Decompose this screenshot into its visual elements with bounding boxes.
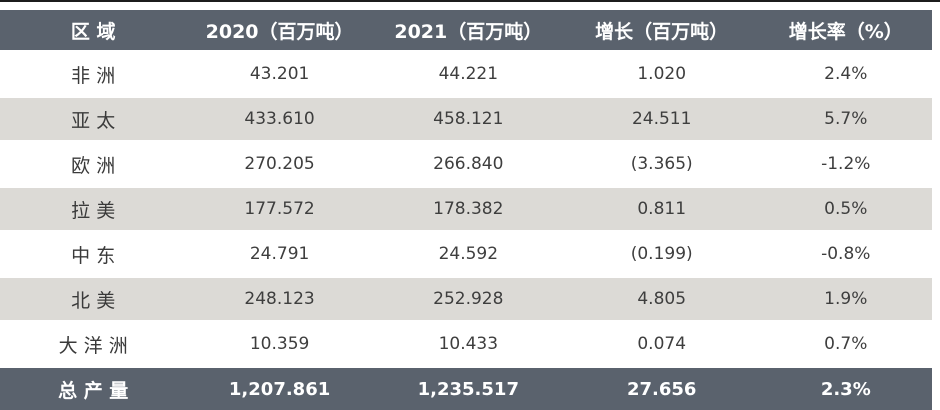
table-row-latin-america: 拉 美 177.572 178.382 0.811 0.5%: [0, 185, 932, 232]
top-divider-line: [0, 0, 940, 2]
column-header-2020: 2020（百万吨）: [186, 10, 373, 52]
value-cell-rate: -0.8%: [759, 230, 932, 277]
table-row-north-america: 北 美 248.123 252.928 4.805 1.9%: [0, 275, 932, 322]
value-cell-2020: 177.572: [186, 185, 373, 232]
region-cell: 大 洋 洲: [0, 320, 187, 367]
value-cell-2020: 24.791: [186, 230, 373, 277]
value-cell-rate: -1.2%: [759, 140, 932, 187]
production-table: 区 域 2020（百万吨） 2021（百万吨） 增长（百万吨） 增长率（%） 非…: [0, 10, 932, 410]
value-cell-2021: 178.382: [372, 185, 564, 232]
value-cell-growth: 0.811: [563, 185, 760, 232]
value-cell-2020: 10.359: [186, 320, 373, 367]
column-header-growth: 增长（百万吨）: [563, 10, 760, 52]
table-row-asia-pacific: 亚 太 433.610 458.121 24.511 5.7%: [0, 95, 932, 142]
value-cell-growth: 0.074: [563, 320, 760, 367]
region-cell: 非 洲: [0, 50, 187, 97]
value-cell-growth: 1.020: [563, 50, 760, 97]
column-header-growth-rate: 增长率（%）: [759, 10, 932, 52]
value-cell-growth: (0.199): [563, 230, 760, 277]
value-cell-2020: 248.123: [186, 275, 373, 322]
total-value-rate: 2.3%: [759, 365, 932, 410]
table-footer: 总 产 量 1,207.861 1,235.517 27.656 2.3%: [0, 365, 932, 410]
value-cell-2021: 458.121: [372, 95, 564, 142]
region-cell: 北 美: [0, 275, 187, 322]
value-cell-2020: 43.201: [186, 50, 373, 97]
column-header-2021: 2021（百万吨）: [372, 10, 564, 52]
table-row-africa: 非 洲 43.201 44.221 1.020 2.4%: [0, 50, 932, 97]
value-cell-2021: 10.433: [372, 320, 564, 367]
region-cell: 中 东: [0, 230, 187, 277]
column-header-region: 区 域: [0, 10, 187, 52]
table-header: 区 域 2020（百万吨） 2021（百万吨） 增长（百万吨） 增长率（%）: [0, 10, 932, 52]
value-cell-2021: 24.592: [372, 230, 564, 277]
value-cell-rate: 0.7%: [759, 320, 932, 367]
value-cell-2020: 270.205: [186, 140, 373, 187]
value-cell-rate: 1.9%: [759, 275, 932, 322]
value-cell-rate: 0.5%: [759, 185, 932, 232]
table-row-middle-east: 中 东 24.791 24.592 (0.199) -0.8%: [0, 230, 932, 277]
total-row: 总 产 量 1,207.861 1,235.517 27.656 2.3%: [0, 365, 932, 410]
total-value-2021: 1,235.517: [372, 365, 564, 410]
header-row: 区 域 2020（百万吨） 2021（百万吨） 增长（百万吨） 增长率（%）: [0, 10, 932, 52]
region-cell: 拉 美: [0, 185, 187, 232]
table-row-oceania: 大 洋 洲 10.359 10.433 0.074 0.7%: [0, 320, 932, 367]
value-cell-growth: 24.511: [563, 95, 760, 142]
value-cell-growth: 4.805: [563, 275, 760, 322]
value-cell-rate: 5.7%: [759, 95, 932, 142]
region-cell: 亚 太: [0, 95, 187, 142]
value-cell-growth: (3.365): [563, 140, 760, 187]
total-value-growth: 27.656: [563, 365, 760, 410]
value-cell-2021: 252.928: [372, 275, 564, 322]
table-body: 非 洲 43.201 44.221 1.020 2.4% 亚 太 433.610…: [0, 50, 932, 367]
total-value-2020: 1,207.861: [186, 365, 373, 410]
total-label-cell: 总 产 量: [0, 365, 187, 410]
region-cell: 欧 洲: [0, 140, 187, 187]
value-cell-2021: 44.221: [372, 50, 564, 97]
value-cell-2021: 266.840: [372, 140, 564, 187]
value-cell-rate: 2.4%: [759, 50, 932, 97]
table-row-europe: 欧 洲 270.205 266.840 (3.365) -1.2%: [0, 140, 932, 187]
value-cell-2020: 433.610: [186, 95, 373, 142]
